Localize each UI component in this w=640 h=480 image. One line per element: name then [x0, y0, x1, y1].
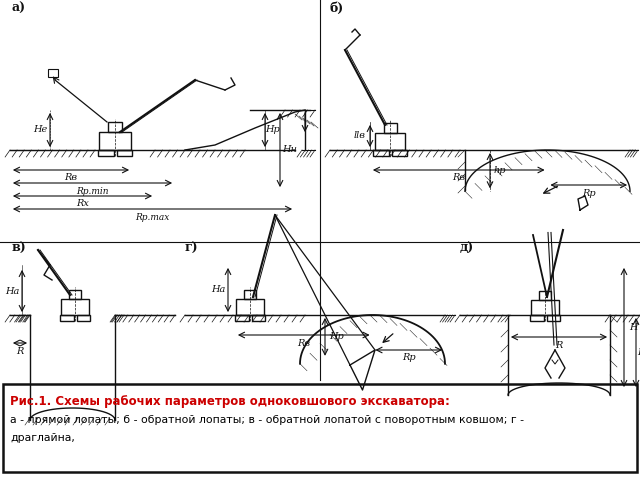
Text: R: R: [556, 340, 563, 349]
Bar: [99, 132, 131, 150]
Bar: [3, 384, 637, 472]
Text: Rв: Rв: [297, 338, 310, 348]
Text: Нр: Нр: [637, 348, 640, 357]
Text: Нн: Нн: [283, 145, 298, 155]
Bar: [236, 299, 264, 315]
Text: в): в): [12, 242, 27, 255]
Bar: [244, 290, 256, 299]
Text: а - прямой лопаты; б - обратной лопаты; в - обратной лопатой с поворотным ковшом: а - прямой лопаты; б - обратной лопаты; …: [10, 415, 524, 425]
Text: Н: Н: [628, 323, 637, 332]
Bar: [98, 150, 113, 156]
Text: Rв: Rв: [452, 173, 465, 182]
Text: Нр: Нр: [266, 125, 280, 134]
Text: г): г): [185, 242, 198, 255]
Bar: [77, 315, 90, 321]
Text: б): б): [330, 2, 344, 15]
Bar: [392, 150, 407, 156]
Text: драглайна,: драглайна,: [10, 433, 75, 443]
Bar: [116, 150, 132, 156]
Text: Rр: Rр: [582, 189, 596, 197]
Text: д): д): [460, 242, 474, 255]
Text: Rр.max: Rр.max: [135, 213, 170, 221]
Bar: [61, 299, 89, 315]
Bar: [531, 300, 559, 315]
Text: Rх: Rх: [76, 200, 89, 208]
Bar: [48, 69, 58, 77]
Text: Hе: Hе: [33, 125, 47, 134]
Text: На: На: [211, 286, 225, 295]
Bar: [530, 315, 543, 321]
Bar: [375, 133, 405, 150]
Bar: [383, 123, 397, 133]
Bar: [373, 150, 388, 156]
Bar: [252, 315, 265, 321]
Bar: [108, 122, 122, 132]
Text: Rр.min: Rр.min: [76, 187, 109, 195]
Text: Rв: Rв: [65, 173, 77, 182]
Text: Нa: Нa: [5, 287, 19, 296]
Text: llв: llв: [354, 132, 366, 141]
Bar: [547, 315, 560, 321]
Bar: [69, 290, 81, 299]
Text: Нр: Нр: [330, 332, 344, 341]
Text: R: R: [16, 347, 24, 356]
Bar: [235, 315, 248, 321]
Bar: [539, 291, 551, 300]
Text: Рис.1. Схемы рабочих параметров одноковшового экскаватора:: Рис.1. Схемы рабочих параметров одноковш…: [10, 395, 450, 408]
Text: а): а): [12, 2, 26, 15]
Bar: [60, 315, 74, 321]
Text: hр: hр: [493, 166, 506, 175]
Text: Rр: Rр: [402, 353, 415, 362]
